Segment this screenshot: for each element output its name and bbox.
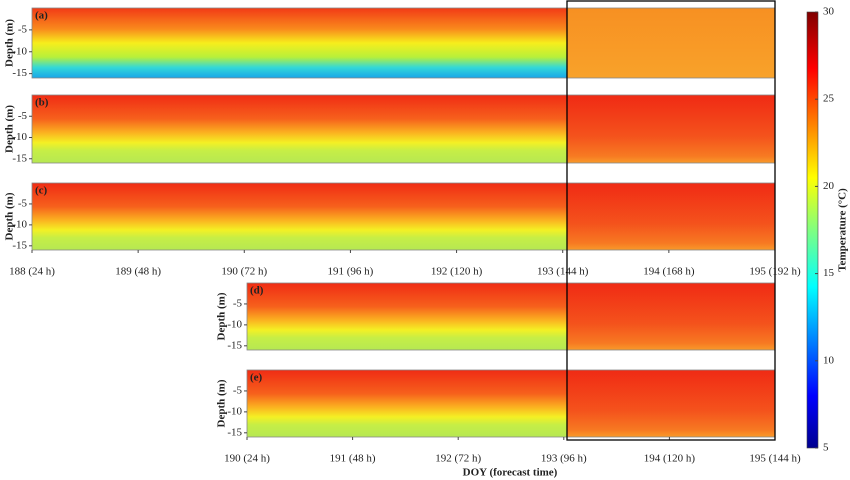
y-axis-label: Depth (m) (4, 192, 16, 240)
y-tick-label: -15 (227, 339, 242, 351)
y-axis-label: Depth (m) (4, 105, 16, 153)
panel-label: (e) (250, 372, 263, 384)
y-tick-label: -10 (227, 318, 242, 330)
x-axis-label: DOY (forecast time) (463, 467, 558, 479)
heatmap-left (247, 283, 567, 350)
colorbar-label: Temperature (°C) (837, 188, 849, 272)
y-tick-label: -5 (18, 23, 28, 35)
y-tick-label: -15 (12, 67, 27, 79)
heatmap-right (567, 283, 775, 350)
heatmap-left (247, 370, 567, 437)
y-tick-label: -10 (227, 405, 242, 417)
y-tick-label: -15 (12, 239, 27, 251)
y-tick-label: -10 (12, 218, 27, 230)
panel-label: (d) (250, 285, 264, 297)
colorbar-tick-label: 30 (823, 6, 835, 18)
x-tick-label: 191 (96 h) (328, 266, 374, 278)
x-tick-label: 194 (120 h) (644, 453, 696, 465)
x-tick-label: 189 (48 h) (115, 266, 161, 278)
heatmap-right (567, 95, 775, 163)
y-tick-label: -15 (227, 426, 242, 438)
x-tick-label: 193 (144 h) (537, 266, 589, 278)
panels: (a)Depth (m) -5-10-15(b)Depth (m) -5-10-15… (4, 6, 849, 479)
heatmap-right (567, 8, 775, 78)
panel-label: (c) (35, 185, 48, 197)
x-tick-label: 192 (120 h) (431, 266, 483, 278)
y-tick-label: -5 (18, 197, 28, 209)
heatmap-right (567, 370, 775, 437)
colorbar-tick-label: 10 (823, 354, 835, 366)
x-tick-label: 191 (48 h) (330, 453, 376, 465)
x-tick-label: 192 (72 h) (435, 453, 481, 465)
y-tick-label: -10 (12, 45, 27, 57)
y-axis-label: Depth (m) (216, 379, 228, 427)
colorbar-tick-label: 20 (823, 180, 835, 192)
highlight-box (566, 0, 776, 441)
x-tick-label: 188 (24 h) (9, 266, 55, 278)
colorbar-tick-label: 15 (823, 267, 835, 279)
y-axis-label: Depth (m) (216, 292, 228, 340)
y-axis-label: Depth (m) (4, 19, 16, 67)
y-tick-label: -10 (12, 131, 27, 143)
x-tick-label: 194 (168 h) (643, 266, 695, 278)
y-tick-label: -5 (233, 297, 243, 309)
y-tick-label: -15 (12, 152, 27, 164)
colorbar (806, 11, 819, 449)
panel-label: (a) (35, 10, 48, 22)
y-tick-label: -5 (233, 384, 243, 396)
heatmap-left (32, 8, 567, 78)
x-tick-label: 193 (96 h) (541, 453, 587, 465)
heatmap-left (32, 95, 567, 163)
panel-label: (b) (35, 97, 49, 109)
y-tick-label: -5 (18, 110, 28, 122)
colorbar-tick-label: 25 (823, 93, 835, 105)
heatmap-left (32, 183, 567, 250)
heatmap-right (567, 183, 775, 250)
x-tick-label: 195 (144 h) (749, 453, 801, 465)
x-tick-label: 190 (24 h) (224, 453, 270, 465)
colorbar-tick-label: 5 (823, 442, 829, 454)
x-tick-label: 190 (72 h) (221, 266, 267, 278)
